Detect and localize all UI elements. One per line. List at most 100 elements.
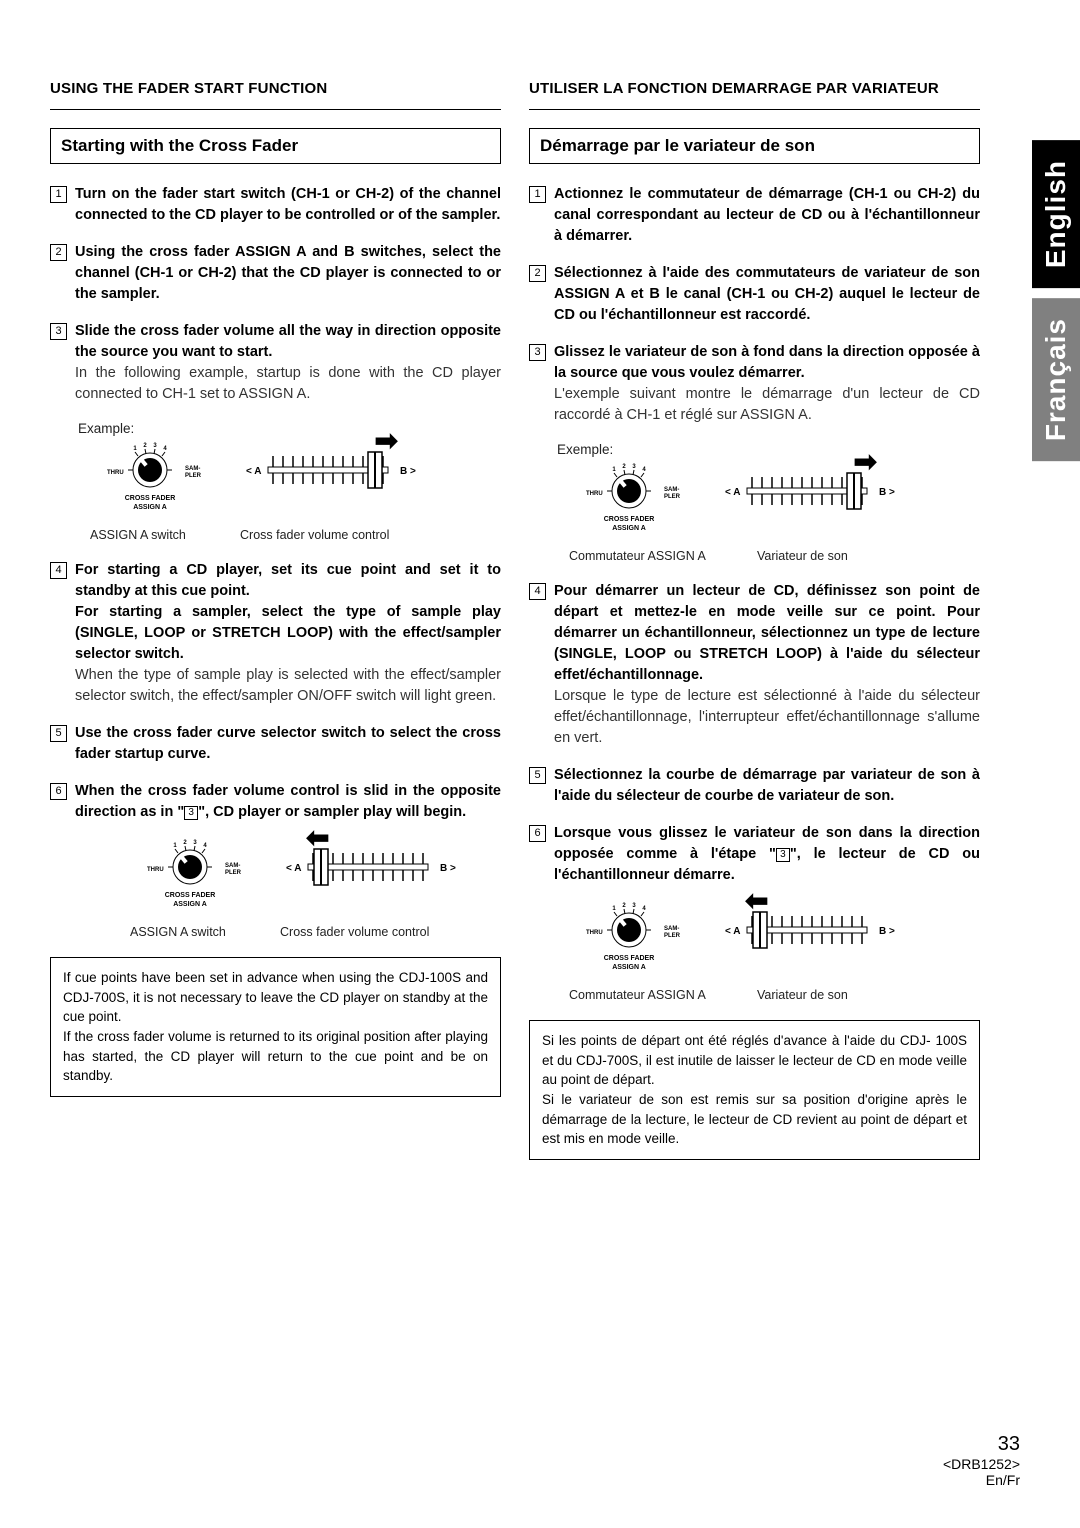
svg-text:< A: < A [725, 487, 740, 498]
svg-text:2: 2 [143, 443, 147, 449]
svg-text:4: 4 [642, 906, 646, 912]
note-box-fr: Si les points de départ ont été réglés d… [529, 1020, 980, 1159]
step-note: When the type of sample play is selected… [75, 667, 501, 704]
step-2-fr: 2 Sélectionnez à l'aide des commutateurs… [529, 263, 980, 326]
step-text: For starting a CD player, set its cue po… [75, 562, 501, 662]
svg-text:1: 1 [612, 467, 616, 473]
svg-text:THRU: THRU [586, 930, 603, 936]
svg-text:1: 1 [173, 843, 177, 849]
svg-text:3: 3 [632, 464, 636, 470]
caption-b: Cross fader volume control [268, 925, 468, 939]
svg-text:CROSS FADER: CROSS FADER [604, 955, 655, 962]
step-5-fr: 5 Sélectionnez la courbe de démarrage pa… [529, 765, 980, 807]
caption-a: Commutateur ASSIGN A [569, 549, 719, 563]
column-english: USING THE FADER START FUNCTION Starting … [50, 80, 501, 1160]
step-number: 1 [529, 186, 546, 203]
svg-text:B >: B > [879, 926, 895, 937]
svg-text:3: 3 [193, 840, 197, 846]
step-number: 6 [50, 783, 67, 800]
heading-fr: UTILISER LA FONCTION DEMARRAGE PAR VARIA… [529, 80, 980, 110]
page-footer: 33 <DRB1252> En/Fr [943, 1433, 1020, 1488]
arrow-right-icon: ➡ [854, 445, 877, 478]
arrow-right-icon: ➡ [375, 424, 398, 457]
arrow-left-icon: ⬅ [745, 884, 768, 917]
diagram-captions-fr: Commutateur ASSIGN A Variateur de son [569, 549, 980, 563]
note-box-en: If cue points have been set in advance w… [50, 957, 501, 1096]
caption-a: ASSIGN A switch [130, 925, 250, 939]
knob-diagram: 1234 THRU SAM- PLER CROSS FADER ASSIGN A [130, 839, 250, 919]
svg-text:4: 4 [642, 467, 646, 473]
svg-text:PLER: PLER [185, 473, 202, 479]
svg-text:1: 1 [133, 446, 137, 452]
step-text: Using the cross fader ASSIGN A and B swi… [75, 244, 501, 302]
svg-text:ASSIGN A: ASSIGN A [612, 525, 646, 532]
svg-text:< A: < A [246, 466, 261, 477]
step-text: Turn on the fader start switch (CH-1 or … [75, 186, 501, 223]
step-number: 6 [529, 825, 546, 842]
column-french: UTILISER LA FONCTION DEMARRAGE PAR VARIA… [529, 80, 1030, 1160]
svg-text:PLER: PLER [664, 494, 681, 500]
step-note: L'exemple suivant montre le démarrage d'… [554, 386, 980, 423]
step-6-en: 6 When the cross fader volume control is… [50, 781, 501, 823]
inline-step-ref: 3 [776, 848, 790, 862]
fader-diagram: ➡ < A B > [707, 463, 907, 523]
caption-b: Variateur de son [737, 988, 907, 1002]
step-note: In the following example, startup is don… [75, 365, 501, 402]
diagram-1-fr: 1234 THRU SAM- PLER CROSS FADER ASSIGN A [569, 463, 980, 543]
step-number: 3 [529, 344, 546, 361]
step-number: 5 [529, 767, 546, 784]
svg-text:B >: B > [879, 487, 895, 498]
svg-text:SAM-: SAM- [664, 926, 679, 932]
step-4-en: 4 For starting a CD player, set its cue … [50, 560, 501, 707]
language-tabs: English Français [1032, 140, 1080, 471]
example-label-en: Example: [78, 421, 501, 436]
svg-text:ASSIGN A: ASSIGN A [612, 964, 646, 971]
svg-text:SAM-: SAM- [185, 466, 200, 472]
knob-diagram: 1234 THRU SAM- PLER CROSS FADER ASSIGN A [569, 902, 689, 982]
step-text: Use the cross fader curve selector switc… [75, 725, 501, 762]
sub-heading-fr: Démarrage par le variateur de son [529, 128, 980, 164]
svg-text:3: 3 [632, 903, 636, 909]
fader-diagram: ⬅ < A B > [707, 902, 907, 962]
svg-text:B >: B > [400, 466, 416, 477]
sub-heading-en: Starting with the Cross Fader [50, 128, 501, 164]
step-2-en: 2 Using the cross fader ASSIGN A and B s… [50, 242, 501, 305]
step-number: 2 [529, 265, 546, 282]
step-text: Actionnez le commutateur de démarrage (C… [554, 186, 980, 244]
caption-b: Cross fader volume control [228, 528, 428, 542]
svg-text:4: 4 [203, 843, 207, 849]
doc-langs: En/Fr [943, 1472, 1020, 1488]
svg-text:PLER: PLER [225, 870, 242, 876]
svg-text:1: 1 [612, 906, 616, 912]
step-text: Slide the cross fader volume all the way… [75, 323, 501, 360]
caption-a: Commutateur ASSIGN A [569, 988, 719, 1002]
svg-text:4: 4 [163, 446, 167, 452]
svg-text:CROSS FADER: CROSS FADER [165, 892, 216, 899]
step-text: Sélectionnez la courbe de démarrage par … [554, 767, 980, 804]
arrow-left-icon: ⬅ [306, 821, 329, 854]
svg-text:2: 2 [183, 840, 187, 846]
tab-francais: Français [1032, 298, 1080, 461]
knob-diagram: 1234 THRU SAM- PLER CROSS FADER ASSIGN A [90, 442, 210, 522]
page-number: 33 [943, 1433, 1020, 1456]
step-number: 1 [50, 186, 67, 203]
svg-text:< A: < A [725, 926, 740, 937]
step-number: 3 [50, 323, 67, 340]
diagram-1-en: 1234 THRU SAM- PLER CROSS FADER ASSIGN A [90, 442, 501, 522]
step-number: 4 [529, 583, 546, 600]
step-4-fr: 4 Pour démarrer un lecteur de CD, défini… [529, 581, 980, 749]
heading-en: USING THE FADER START FUNCTION [50, 80, 501, 110]
example-label-fr: Exemple: [557, 442, 980, 457]
step-number: 2 [50, 244, 67, 261]
step-number: 5 [50, 725, 67, 742]
step-3-en: 3 Slide the cross fader volume all the w… [50, 321, 501, 405]
diagram-captions-2-en: ASSIGN A switch Cross fader volume contr… [130, 925, 501, 939]
step-text-post: ", CD player or sampler play will begin. [198, 804, 466, 820]
step-number: 4 [50, 562, 67, 579]
svg-text:CROSS FADER: CROSS FADER [125, 495, 176, 502]
svg-text:2: 2 [622, 464, 626, 470]
knob-diagram: 1234 THRU SAM- PLER CROSS FADER ASSIGN A [569, 463, 689, 543]
svg-text:< A: < A [286, 863, 301, 874]
svg-text:ASSIGN A: ASSIGN A [133, 504, 167, 511]
step-5-en: 5 Use the cross fader curve selector swi… [50, 723, 501, 765]
